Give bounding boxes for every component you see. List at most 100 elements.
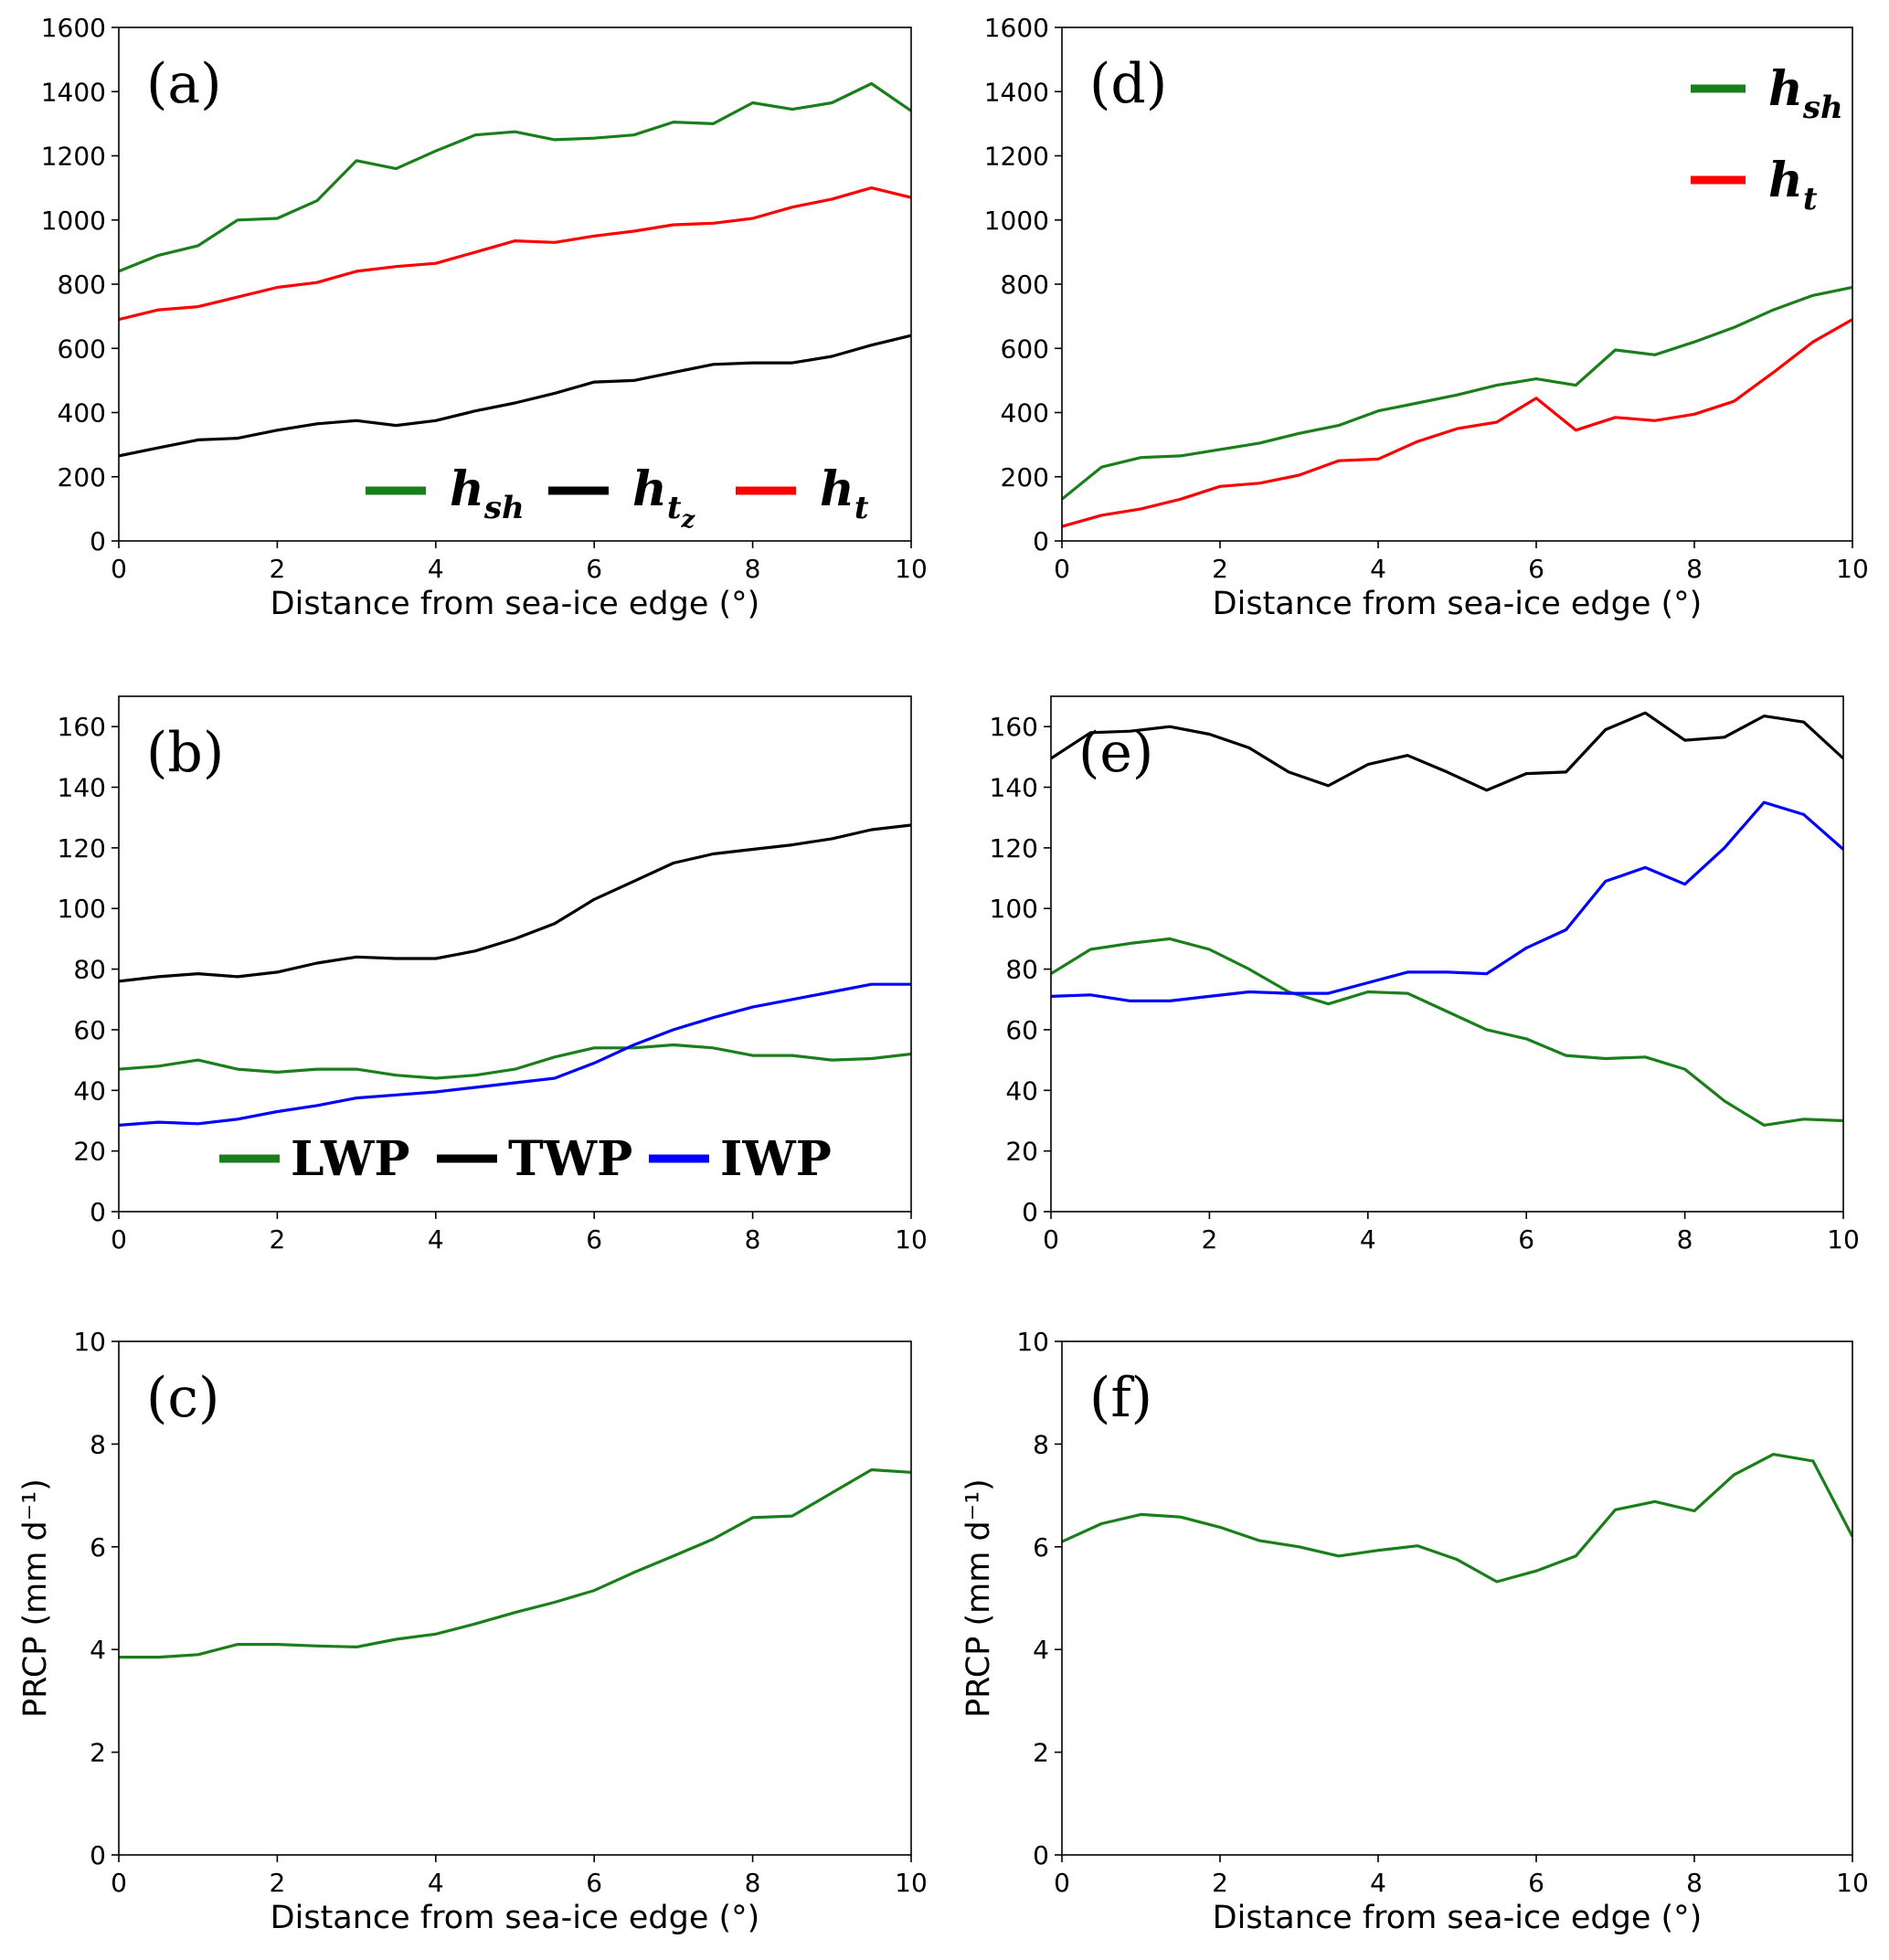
- legend-label-hsh: hsh: [450, 461, 525, 526]
- x-tick-label: 0: [111, 1224, 127, 1255]
- y-tick-label: 160: [990, 712, 1038, 742]
- x-tick-label: 0: [1054, 1868, 1070, 1898]
- series-line-e-1: [1051, 937, 1843, 1128]
- y-tick-label: 120: [990, 833, 1038, 863]
- y-tick-label: 0: [1033, 526, 1049, 556]
- y-tick-label: 400: [58, 398, 106, 429]
- series-line-c-0: [119, 1467, 911, 1659]
- x-tick-label: 2: [1212, 1868, 1228, 1898]
- x-tick-label: 10: [895, 1224, 928, 1255]
- series-line-b-2: [119, 982, 911, 1127]
- series-line-f-0: [1062, 1452, 1852, 1584]
- x-tick-label: 10: [1836, 554, 1869, 584]
- legend-label-hsh: hsh: [1768, 61, 1843, 126]
- legend-sub: t: [1803, 181, 1818, 217]
- y-tick-label: 800: [58, 270, 106, 300]
- panel-label: (f): [1089, 1366, 1152, 1430]
- x-tick-label: 8: [745, 1224, 761, 1255]
- series-line-b-0: [119, 1043, 911, 1080]
- series-line-b-1: [119, 823, 911, 983]
- x-tick-label: 10: [1836, 1868, 1869, 1898]
- y-tick-label: 6: [90, 1532, 106, 1563]
- legend-base: h: [1768, 61, 1803, 117]
- y-tick-label: 1200: [984, 142, 1049, 172]
- panel-f: 0 2 4 6 8 10 0 2 4 6 8 10 Distance from sea-ice edge…: [960, 1327, 1869, 1936]
- y-tick-label: 8: [90, 1429, 106, 1459]
- x-tick-label: 8: [745, 554, 761, 584]
- legend-base: h: [820, 461, 854, 517]
- plot-frame: [1061, 1340, 1853, 1856]
- x-tick-label: 2: [269, 1868, 285, 1898]
- y-tick-label: 6: [1033, 1532, 1049, 1563]
- y-tick-label: 0: [1022, 1197, 1038, 1227]
- legend-subsub: z: [681, 506, 696, 534]
- x-tick-label: 10: [895, 1868, 928, 1898]
- y-tick-label: 0: [1033, 1840, 1049, 1870]
- y-tick-label: 0: [90, 1197, 106, 1227]
- x-tick-label: 6: [1518, 1224, 1534, 1255]
- x-tick-label: 10: [1827, 1224, 1860, 1255]
- plot-frame: [118, 26, 912, 542]
- x-tick-label: 0: [1043, 1224, 1059, 1255]
- x-tick-label: 4: [1370, 1868, 1386, 1898]
- plot-frame: [1050, 695, 1844, 1213]
- legend-label-htz: htz: [632, 461, 696, 534]
- y-axis-label: PRCP (mm d⁻¹): [960, 1478, 997, 1718]
- y-tick-label: 140: [58, 773, 106, 803]
- legend-sub: sh: [1802, 90, 1843, 126]
- series-line-a-1: [119, 334, 911, 458]
- legend-base: h: [1768, 153, 1803, 208]
- y-tick-label: 100: [58, 894, 106, 924]
- y-tick-label: 400: [1001, 398, 1049, 429]
- x-tick-label: 2: [1212, 554, 1228, 584]
- y-tick-label: 80: [1005, 955, 1038, 985]
- panel-label: (b): [146, 721, 224, 785]
- y-tick-label: 600: [1001, 334, 1049, 364]
- panel-label: (e): [1078, 721, 1153, 785]
- panel-d: 0 2 4 6 8 10 0 200 400 600 800 1000 1200 1400 1600 Dist…: [984, 13, 1869, 622]
- x-tick-label: 6: [586, 554, 602, 584]
- y-tick-label: 1000: [41, 206, 106, 236]
- x-axis-label: Distance from sea-ice edge (°): [1213, 586, 1703, 622]
- y-tick-label: 160: [58, 712, 106, 742]
- legend-base: h: [632, 461, 667, 517]
- y-axis-label: PRCP (mm d⁻¹): [17, 1478, 54, 1718]
- x-tick-label: 2: [269, 1224, 285, 1255]
- x-tick-label: 4: [1370, 554, 1386, 584]
- panel-a: 0 2 4 6 8 10 0 200 400 600 800 1000 1200 1400 1600 Dist…: [41, 13, 928, 622]
- series-line-a-0: [119, 81, 911, 273]
- y-tick-label: 1400: [984, 77, 1049, 107]
- x-tick-label: 10: [895, 554, 928, 584]
- legend: LWP TWP IWP: [219, 1131, 832, 1187]
- y-tick-label: 200: [1001, 462, 1049, 493]
- y-tick-label: 100: [990, 894, 1038, 924]
- y-tick-label: 0: [90, 1840, 106, 1870]
- legend-label-TWP: TWP: [508, 1131, 632, 1187]
- y-tick-label: 1200: [41, 142, 106, 172]
- x-tick-label: 0: [1054, 554, 1070, 584]
- y-tick-label: 1600: [984, 13, 1049, 43]
- legend-base: h: [450, 461, 484, 517]
- x-axis-label: Distance from sea-ice edge (°): [271, 1900, 760, 1936]
- series-line-a-2: [119, 186, 911, 322]
- y-tick-label: 20: [1005, 1137, 1038, 1167]
- y-tick-label: 200: [58, 462, 106, 493]
- y-tick-label: 80: [73, 955, 106, 985]
- y-tick-label: 1000: [984, 206, 1049, 236]
- y-tick-label: 40: [1005, 1075, 1038, 1106]
- x-tick-label: 4: [428, 1868, 444, 1898]
- x-tick-label: 6: [1528, 554, 1544, 584]
- legend-label-IWP: IWP: [720, 1131, 832, 1187]
- series-line-d-0: [1062, 285, 1852, 501]
- y-tick-label: 2: [1033, 1738, 1049, 1768]
- x-axis-label: Distance from sea-ice edge (°): [1213, 1900, 1703, 1936]
- x-tick-label: 8: [1686, 554, 1703, 584]
- plot-frame: [118, 695, 912, 1213]
- series-line-d-1: [1062, 318, 1852, 528]
- y-tick-label: 4: [90, 1635, 106, 1665]
- y-tick-label: 8: [1033, 1429, 1049, 1459]
